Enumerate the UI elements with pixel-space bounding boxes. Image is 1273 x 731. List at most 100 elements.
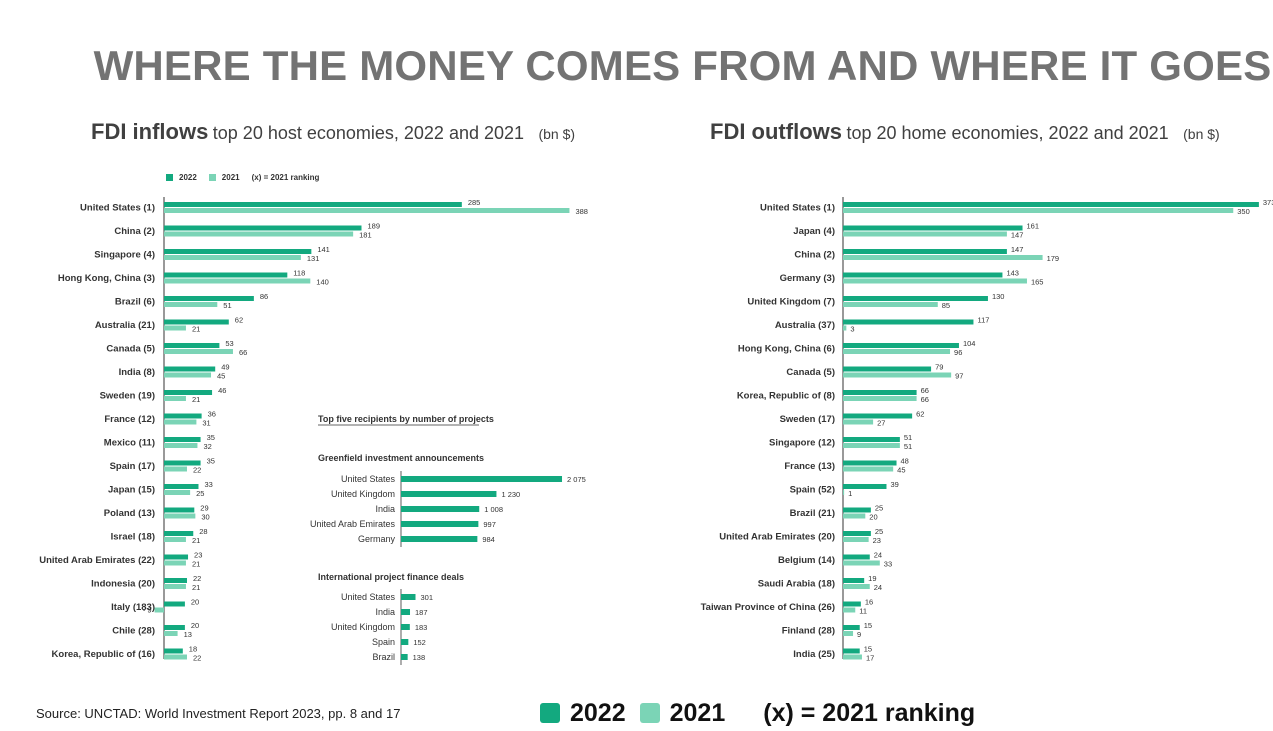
project-finance-bar-united-kingdom [401, 624, 410, 630]
bar-2022-singapore-4 [164, 249, 312, 254]
greenfield-value-germany: 984 [482, 535, 495, 544]
value-2021-india-25: 17 [866, 654, 874, 663]
bar-2022-taiwan-province-of-china-26 [843, 601, 861, 607]
bar-2021-israel-18 [164, 537, 186, 542]
footer-legend-swatch-2022 [540, 703, 560, 723]
category-label-canada-5: Canada (5) [106, 344, 155, 355]
inflows-title-bold: FDI inflows [91, 119, 209, 144]
bar-2022-israel-18 [164, 531, 194, 536]
category-label-japan-4: Japan (4) [793, 226, 835, 237]
bar-2021-belgium-14 [843, 560, 880, 566]
value-2021-canada-5: 66 [239, 348, 247, 357]
bar-2021-india-25 [843, 654, 862, 660]
project-finance-value-united-kingdom: 183 [415, 623, 428, 632]
category-label-spain-17: Spain (17) [110, 461, 155, 472]
category-label-china-2: China (2) [794, 250, 835, 261]
greenfield-value-united-kingdom: 1 230 [501, 490, 520, 499]
category-label-brazil-6: Brazil (6) [115, 297, 155, 308]
greenfield-bar-united-arab-emirates [401, 521, 479, 527]
value-2022-india-8: 49 [221, 363, 229, 372]
bar-2022-india-8 [164, 366, 216, 372]
bar-2021-france-13 [843, 466, 894, 472]
bar-2021-australia-37 [843, 325, 847, 331]
category-label-israel-18: Israel (18) [111, 532, 155, 543]
value-2021-belgium-14: 33 [884, 560, 892, 569]
category-label-belgium-14: Belgium (14) [778, 555, 835, 566]
greenfield-label-united-kingdom: United Kingdom [331, 489, 395, 499]
legend-swatch-2021 [208, 174, 216, 181]
bar-2022-china-2 [164, 225, 362, 231]
value-2021-hong-kong-china-3: 140 [316, 278, 329, 287]
value-2022-hong-kong-china-6: 104 [963, 339, 976, 348]
bar-2021-italy-183 [154, 607, 164, 613]
value-2021-singapore-12: 51 [904, 442, 912, 451]
value-2021-germany-3: 165 [1031, 278, 1044, 287]
inset-chart: Top five recipients by number of project… [310, 414, 586, 665]
value-2022-australia-21: 62 [235, 316, 243, 325]
value-2021-finland-28: 9 [857, 630, 861, 639]
value-2022-india-25: 15 [864, 645, 872, 654]
bar-2021-united-kingdom-7 [843, 302, 938, 307]
value-2022-united-arab-emirates-22: 23 [194, 551, 202, 560]
bar-2022-china-2 [843, 249, 1007, 254]
value-2021-india-8: 45 [217, 372, 225, 381]
category-label-taiwan-province-of-china-26: Taiwan Province of China (26) [701, 602, 835, 613]
value-2022-singapore-4: 141 [317, 245, 330, 254]
bar-2022-italy-183 [164, 601, 185, 607]
category-label-korea-republic-of-8: Korea, Republic of (8) [737, 391, 835, 402]
greenfield-bar-united-states [401, 476, 563, 482]
greenfield-bar-india [401, 506, 480, 512]
bar-2021-united-arab-emirates-22 [164, 560, 186, 566]
category-label-spain-52: Spain (52) [790, 485, 835, 496]
bar-2022-hong-kong-china-3 [164, 272, 288, 278]
category-label-united-states-1: United States (1) [80, 203, 155, 214]
value-2022-italy-183: 20 [191, 598, 199, 607]
value-2021-china-2: 179 [1047, 254, 1060, 263]
inflows-unit: (bn $) [538, 126, 576, 142]
project-finance-value-united-states: 301 [421, 593, 434, 602]
value-2022-singapore-12: 51 [904, 433, 912, 442]
greenfield-label-united-arab-emirates: United Arab Emirates [310, 519, 396, 529]
bar-2021-indonesia-20 [164, 584, 186, 589]
value-2022-poland-13: 29 [200, 504, 208, 513]
value-2021-japan-4: 147 [1011, 231, 1024, 240]
value-2022-mexico-11: 35 [207, 433, 215, 442]
inflows-panel-title: FDI inflows top 20 host economies, 2022 … [91, 119, 575, 145]
bar-2022-singapore-12 [843, 437, 900, 442]
legend-label-ranking: (x) = 2021 ranking [251, 173, 320, 182]
bar-2022-hong-kong-china-6 [843, 343, 959, 348]
bar-2021-canada-5 [164, 349, 233, 354]
value-2021-china-2: 181 [359, 231, 372, 240]
value-2021-korea-republic-of-8: 66 [921, 395, 929, 404]
category-label-united-states-1: United States (1) [760, 203, 835, 214]
bar-2021-china-2 [164, 231, 354, 237]
bar-2022-india-25 [843, 648, 860, 654]
category-label-hong-kong-china-3: Hong Kong, China (3) [58, 273, 155, 284]
value-2021-united-states-1: 350 [1237, 207, 1250, 216]
value-2021-taiwan-province-of-china-26: 11 [859, 607, 867, 616]
bar-2021-saudi-arabia-18 [843, 584, 870, 589]
value-2022-korea-republic-of-8: 66 [921, 386, 929, 395]
bar-2021-france-12 [164, 419, 197, 425]
project-finance-value-spain: 152 [413, 638, 426, 647]
bar-2021-united-states-1 [843, 208, 1234, 213]
value-2021-israel-18: 21 [192, 536, 200, 545]
bar-2022-canada-5 [164, 343, 220, 348]
bar-2022-japan-4 [843, 225, 1023, 231]
bar-2021-brazil-21 [843, 513, 866, 519]
category-label-saudi-arabia-18: Saudi Arabia (18) [758, 579, 835, 590]
category-label-korea-republic-of-16: Korea, Republic of (16) [52, 649, 155, 660]
bar-2022-united-states-1 [164, 202, 462, 207]
value-2021-australia-21: 21 [192, 325, 200, 334]
value-2022-belgium-14: 24 [874, 551, 882, 560]
bar-2022-sweden-19 [164, 390, 213, 395]
value-2021-spain-17: 22 [193, 466, 201, 475]
value-2022-sweden-17: 62 [916, 410, 924, 419]
value-2022-sweden-19: 46 [218, 386, 226, 395]
bar-2021-mexico-11 [164, 443, 198, 448]
category-label-poland-13: Poland (13) [104, 508, 155, 519]
bar-2021-korea-republic-of-8 [843, 396, 917, 401]
bar-2022-france-13 [843, 460, 897, 466]
category-label-canada-5: Canada (5) [786, 367, 835, 378]
